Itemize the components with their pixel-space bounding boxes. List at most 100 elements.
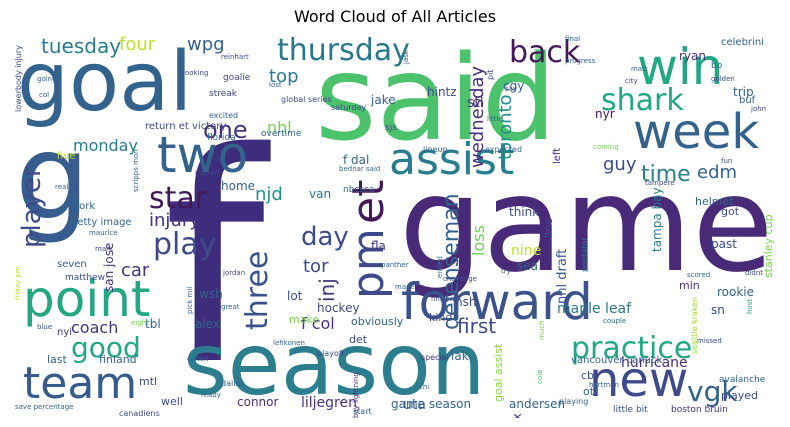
word-work: work bbox=[71, 201, 96, 212]
word-hurricane-v: six bbox=[510, 413, 524, 418]
word-goal-assist: goal assist bbox=[492, 343, 505, 402]
word-goal: goal bbox=[17, 35, 193, 130]
word-avalanche: avalanche bbox=[719, 375, 766, 385]
word-game-season: game season bbox=[391, 397, 472, 411]
word-made: made bbox=[395, 283, 415, 291]
word-sn: sn bbox=[711, 303, 725, 317]
word-nhlcom: nhlcom bbox=[431, 295, 457, 303]
word-hintz: hintz bbox=[427, 85, 457, 99]
word-said: said bbox=[315, 34, 557, 167]
word-one: one bbox=[203, 116, 248, 144]
word-practice: practice bbox=[571, 331, 693, 366]
word-save-percentage: save percentage bbox=[15, 403, 74, 411]
word-pit: pit bbox=[486, 69, 495, 80]
word-scripps-mon: scripps mon bbox=[132, 149, 140, 192]
word-streak: streak bbox=[209, 89, 237, 99]
word-goalie: goalie bbox=[223, 73, 251, 83]
word-star: star bbox=[149, 181, 208, 216]
word-wsh: wsh bbox=[199, 287, 223, 301]
word-tuesday: tuesday bbox=[41, 34, 122, 58]
word-thursday: thursday bbox=[277, 34, 410, 68]
word-vgk: vgk bbox=[687, 375, 738, 408]
word-inj: inj bbox=[315, 278, 339, 302]
word-john: john bbox=[751, 105, 767, 113]
word-maurice: maurice bbox=[89, 229, 118, 237]
word-rookie: rookie bbox=[717, 285, 755, 299]
word-tampere: tampere bbox=[645, 179, 675, 187]
word-edm: edm bbox=[697, 162, 738, 183]
word-team: team bbox=[23, 358, 138, 409]
word-g: g bbox=[15, 108, 90, 246]
word-ready: ready bbox=[201, 391, 221, 399]
word-couple: couple bbox=[603, 317, 627, 325]
word-try: try bbox=[501, 267, 511, 275]
word-overtime: overtime bbox=[261, 129, 302, 139]
word-panther: panther bbox=[381, 261, 409, 269]
word-challenge: challenge bbox=[443, 275, 477, 283]
word-nsh: nsh bbox=[455, 295, 477, 309]
word-predator: predator bbox=[580, 237, 589, 272]
word-connor: connor bbox=[237, 395, 279, 409]
word-golden: golden bbox=[711, 75, 735, 83]
word-lak: lak bbox=[451, 349, 469, 363]
word-home: home bbox=[221, 179, 256, 193]
word-host: host bbox=[746, 298, 754, 314]
word-matt: matt bbox=[631, 65, 648, 73]
word-liljegren: liljegren bbox=[301, 395, 357, 411]
word-past: past bbox=[711, 237, 737, 251]
word-bo: bo bbox=[711, 61, 723, 71]
word-nhl: nhl bbox=[267, 118, 292, 137]
word-little: little bbox=[487, 115, 503, 123]
word-two: two bbox=[157, 126, 249, 184]
word-stl: stl bbox=[467, 95, 484, 111]
word-kind: kind bbox=[429, 311, 453, 324]
word-cloud: f game said season goal g forward point … bbox=[11, 34, 781, 418]
word-florida: florida bbox=[207, 133, 236, 143]
word-play: play bbox=[153, 227, 217, 262]
word-finland: finland bbox=[99, 353, 137, 366]
word-det: det bbox=[349, 333, 368, 346]
word-injured: injured bbox=[195, 169, 220, 177]
word-eight: eight bbox=[131, 319, 149, 327]
word-lowerbody-injury: lowerbody injury bbox=[14, 45, 23, 112]
word-missed: missed bbox=[697, 337, 722, 345]
word-bednar-said: bednar said bbox=[339, 165, 381, 173]
word-nyi: nyi bbox=[57, 327, 73, 338]
word-forward: forward bbox=[401, 273, 593, 331]
word-reinhart: reinhart bbox=[221, 53, 249, 61]
word-lot: lot bbox=[287, 289, 303, 303]
word-f-col: f col bbox=[301, 314, 335, 333]
word-maple-leaf: maple leaf bbox=[557, 301, 632, 317]
word-player: player bbox=[17, 166, 47, 248]
word-time: time bbox=[641, 162, 691, 187]
word-expected: expected bbox=[485, 145, 523, 154]
word-great: great bbox=[221, 303, 240, 311]
word-little-bit: little bit bbox=[613, 405, 648, 415]
word-hockey: hockey bbox=[317, 301, 360, 315]
word-f-dal: f dal bbox=[343, 153, 370, 167]
word-stanley-cup: stanley cup bbox=[762, 214, 775, 278]
word-left: left bbox=[552, 147, 563, 164]
word-really: really bbox=[55, 183, 75, 191]
word-back: back bbox=[509, 35, 581, 70]
word-guy: guy bbox=[603, 154, 637, 175]
word-last: last bbox=[47, 353, 67, 366]
word-cole: cole bbox=[536, 369, 544, 384]
word-four: four bbox=[119, 34, 156, 55]
word-point: point bbox=[23, 270, 151, 328]
word-final: final bbox=[565, 35, 581, 43]
word-first: first bbox=[457, 314, 497, 338]
word-week: week bbox=[633, 104, 760, 160]
word-hartman: hartman bbox=[589, 381, 619, 389]
word-obviously: obviously bbox=[351, 315, 404, 328]
word-lineup: lineup bbox=[423, 145, 448, 154]
word-f: f bbox=[163, 92, 266, 418]
word-much: much bbox=[538, 320, 546, 340]
word-cgy: cgy bbox=[503, 79, 525, 93]
word-cbj: cbj bbox=[581, 369, 598, 382]
word-andersen: andersen bbox=[509, 397, 566, 411]
word-saturday: saturday bbox=[331, 103, 367, 112]
word-canadiens: canadiens bbox=[119, 409, 160, 418]
word-scored: scored bbox=[687, 271, 711, 279]
word-alex: alex bbox=[195, 317, 220, 331]
